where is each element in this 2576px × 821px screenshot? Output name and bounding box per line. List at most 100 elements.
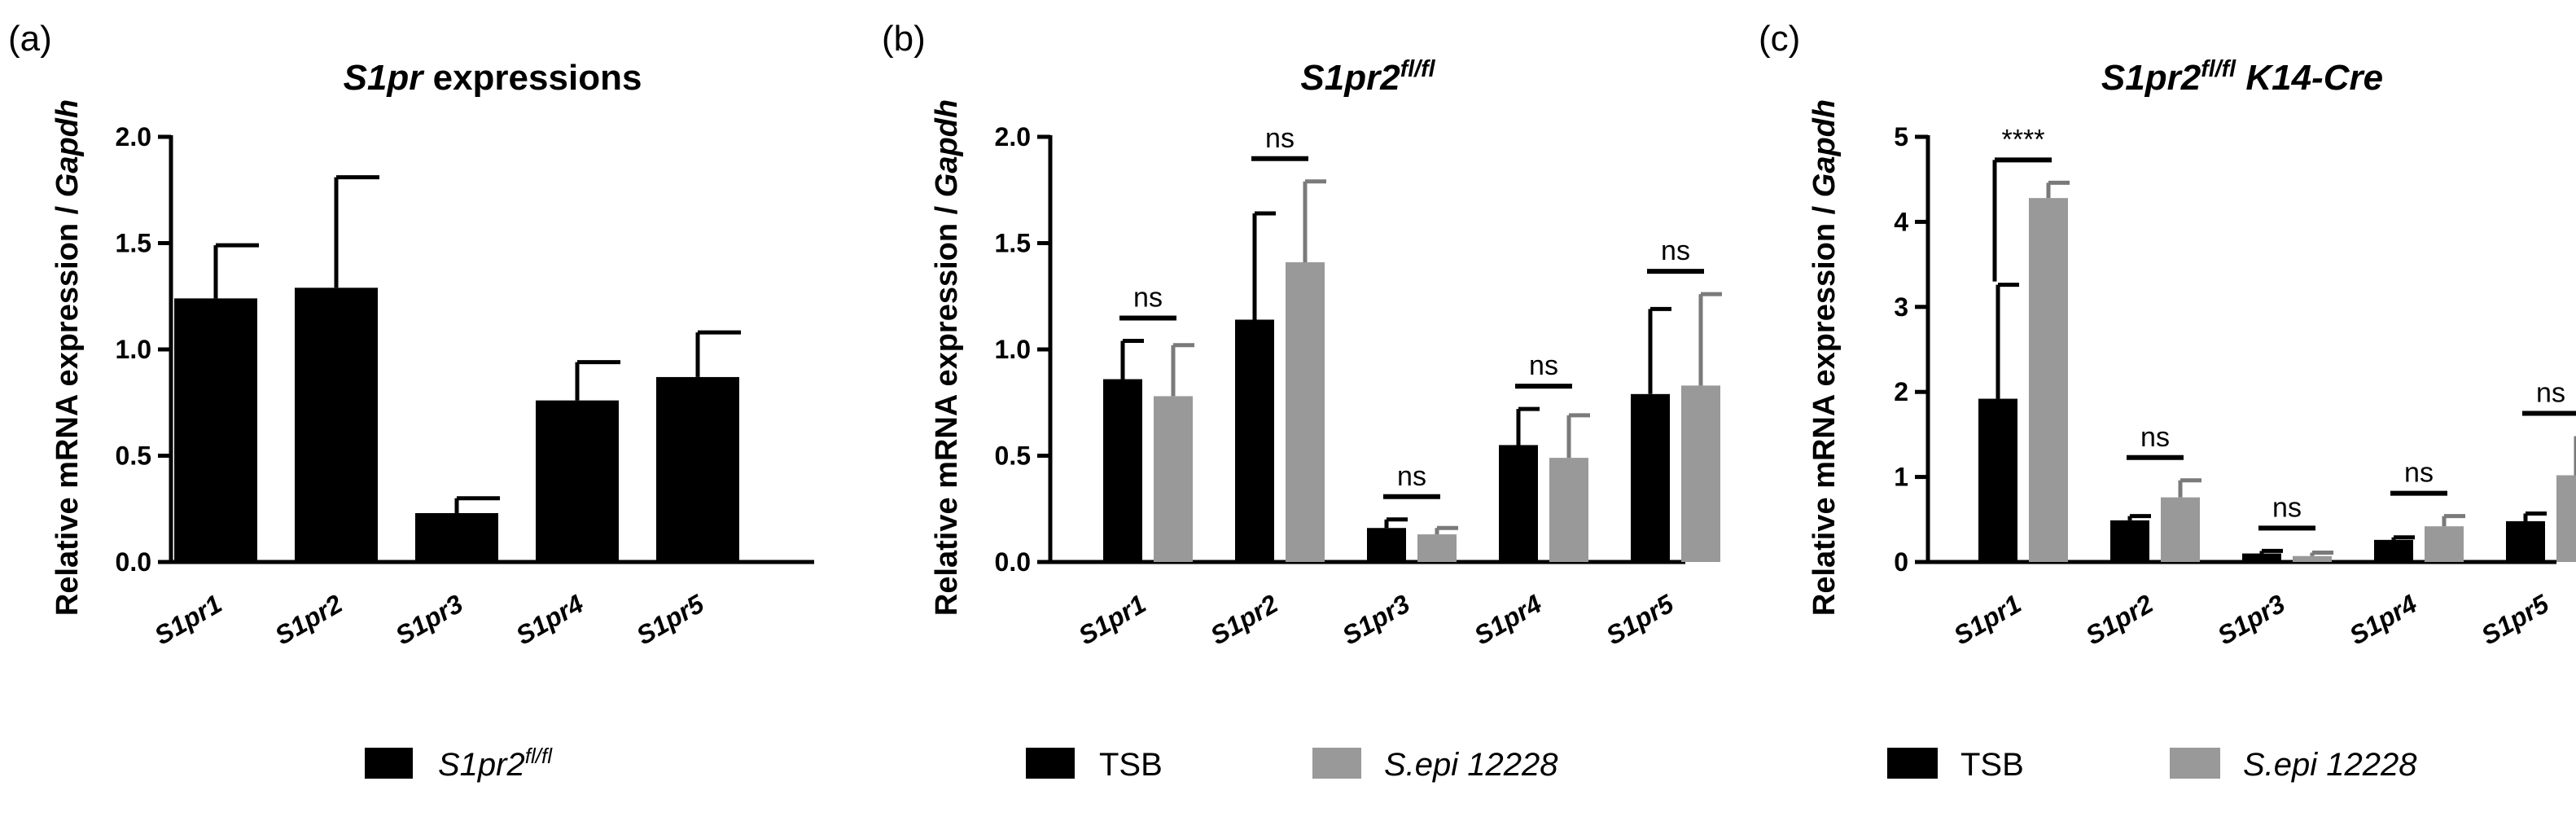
legend-text: TSB <box>1099 747 1163 783</box>
y-tick-label: 4 <box>1894 207 1908 236</box>
bar <box>1978 398 2017 562</box>
x-tick-label: S1pr1 <box>1948 589 2026 651</box>
y-tick-label: 1.5 <box>995 229 1031 258</box>
legend-item: S.epi 12228 <box>2170 747 2417 783</box>
bar <box>1417 534 1457 562</box>
x-tick-label: S1pr2 <box>1205 589 1282 651</box>
bar <box>415 512 498 562</box>
text-part: Gapdh <box>1807 99 1842 197</box>
text-part: Relative mRNA expression / <box>930 197 964 616</box>
legend-swatch <box>365 748 413 779</box>
bar <box>2029 198 2068 562</box>
text-part: Relative mRNA expression / <box>50 197 85 616</box>
y-tick-label: 0.0 <box>995 547 1031 577</box>
y-tick-label: 0.5 <box>995 441 1031 471</box>
x-tick-label: S1pr2 <box>2080 589 2158 651</box>
legend-item: TSB <box>1026 747 1163 783</box>
bar <box>1631 393 1670 562</box>
y-tick-label: 0 <box>1894 547 1908 577</box>
bar <box>174 298 257 562</box>
x-tick-label: S1pr3 <box>2212 589 2289 651</box>
chart-title: S1pr expressions <box>344 58 642 98</box>
bar <box>656 376 739 562</box>
bar <box>2506 520 2545 562</box>
bar <box>536 400 619 562</box>
bar <box>1681 385 1720 562</box>
bar <box>2110 520 2149 562</box>
text-part: fl/fl <box>2201 56 2236 82</box>
legend-text: S.epi 12228 <box>1384 747 1558 783</box>
x-tick-label: S1pr2 <box>269 589 347 651</box>
text-part: S1pr <box>344 58 426 98</box>
legend-label: S1pr2fl/fl <box>438 744 553 783</box>
text-part: S1pr2 <box>2101 58 2201 98</box>
legend-text: S.epi 12228 <box>2243 747 2417 783</box>
x-tick-label: S1pr4 <box>1469 589 1546 651</box>
x-tick-label: S1pr5 <box>1601 588 1679 650</box>
significance-label: ns <box>1133 283 1163 314</box>
y-tick-label: 3 <box>1894 292 1908 322</box>
legend-swatch <box>1887 748 1938 779</box>
y-tick-label: 0.5 <box>116 441 151 471</box>
text-part: Relative mRNA expression / <box>1807 197 1842 616</box>
significance-label: ns <box>1265 123 1295 154</box>
x-tick-label: S1pr4 <box>2344 589 2421 651</box>
significance-label: ns <box>1529 350 1558 381</box>
bar <box>1103 379 1142 562</box>
legend-swatch <box>1312 748 1361 779</box>
bar <box>1367 528 1406 562</box>
x-tick-label: S1pr1 <box>1073 589 1150 651</box>
bar <box>295 288 378 562</box>
text-part: S1pr2 <box>1300 58 1400 98</box>
panel-label: (b) <box>882 19 926 59</box>
significance-label: ns <box>2404 458 2434 489</box>
bar <box>2556 475 2576 562</box>
bar <box>1499 445 1538 562</box>
y-tick-label: 1 <box>1894 463 1908 492</box>
chart-title: S1pr2fl/fl <box>1300 56 1435 98</box>
y-tick-label: 5 <box>1894 122 1908 151</box>
x-tick-label: S1pr1 <box>149 589 226 651</box>
bar <box>1286 261 1325 562</box>
significance-label: ns <box>2272 492 2302 523</box>
bar <box>2425 526 2464 562</box>
significance-label: ns <box>1397 461 1426 492</box>
legend-text: TSB <box>1960 747 2024 783</box>
legend-item: S1pr2fl/fl <box>365 744 553 783</box>
panel-label: (a) <box>8 19 52 59</box>
bar <box>2242 553 2281 562</box>
y-tick-label: 0.0 <box>116 547 151 577</box>
text-part: expressions <box>423 58 642 98</box>
y-axis-label: Relative mRNA expression / Gapdh <box>930 99 964 616</box>
chart-title: S1pr2fl/fl K14-Cre <box>2101 56 2383 98</box>
y-tick-label: 1.0 <box>995 335 1031 364</box>
text-part: fl/fl <box>1400 56 1436 82</box>
y-tick-label: 2 <box>1894 377 1908 406</box>
x-tick-label: S1pr3 <box>390 589 467 651</box>
legend-sup: fl/fl <box>525 744 553 768</box>
legend-text: S1pr2 <box>438 747 525 783</box>
text-part: Gapdh <box>50 99 85 197</box>
text-part: K14-Cre <box>2236 58 2383 98</box>
panel-label: (c) <box>1759 19 1800 59</box>
text-part: Gapdh <box>930 99 964 197</box>
x-tick-label: S1pr5 <box>631 588 709 650</box>
significance-label: ns <box>1661 235 1690 266</box>
x-tick-label: S1pr3 <box>1337 589 1414 651</box>
y-axis-label: Relative mRNA expression / Gapdh <box>50 99 85 616</box>
legend-label: S.epi 12228 <box>1384 747 1558 783</box>
bar <box>2374 539 2413 562</box>
x-tick-label: S1pr5 <box>2476 588 2554 650</box>
bar <box>1549 458 1588 562</box>
legend-swatch <box>2170 748 2220 779</box>
bar <box>2161 497 2200 562</box>
x-tick-label: S1pr4 <box>510 589 588 651</box>
y-axis-label: Relative mRNA expression / Gapdh <box>1807 99 1842 616</box>
legend-label: TSB <box>1099 747 1163 783</box>
significance-label: ns <box>2140 422 2170 453</box>
y-tick-label: 1.0 <box>116 335 151 364</box>
bar <box>1235 319 1274 562</box>
y-tick-label: 1.5 <box>116 229 151 258</box>
